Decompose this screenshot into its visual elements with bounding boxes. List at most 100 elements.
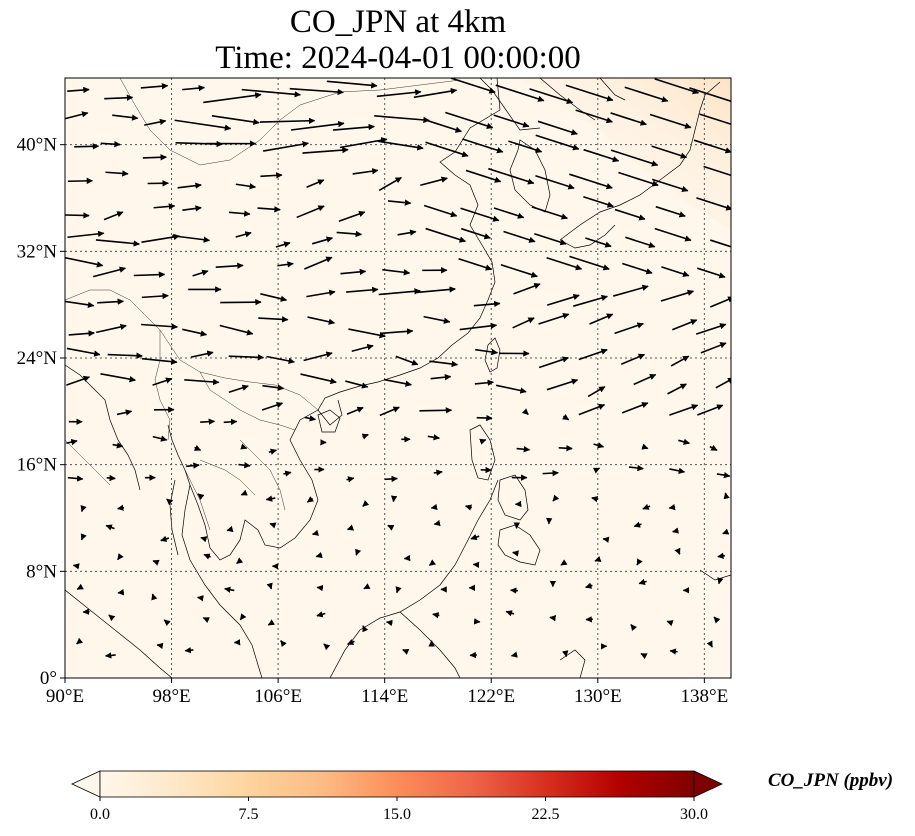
wind-vector bbox=[560, 559, 568, 566]
wind-vector bbox=[338, 210, 366, 223]
wind-vector bbox=[699, 113, 731, 126]
wind-vector bbox=[387, 199, 412, 206]
wind-vector bbox=[633, 373, 657, 386]
colorbar-tick-label: 7.5 bbox=[239, 806, 259, 823]
wind-vector bbox=[660, 289, 695, 302]
wind-vector bbox=[152, 435, 168, 442]
wind-vector bbox=[713, 616, 721, 624]
wind-vector bbox=[362, 625, 369, 633]
wind-vector bbox=[651, 178, 689, 193]
wind-vector bbox=[510, 587, 519, 594]
wind-vector bbox=[315, 551, 323, 559]
wind-vector bbox=[220, 298, 262, 306]
wind-vector bbox=[578, 348, 608, 361]
wind-vector bbox=[655, 205, 686, 218]
wind-vector bbox=[277, 261, 294, 268]
wind-vector bbox=[269, 522, 277, 529]
wind-vector bbox=[377, 140, 424, 151]
wind-vector bbox=[689, 87, 731, 105]
wind-vector bbox=[97, 298, 125, 305]
wind-vector bbox=[589, 313, 614, 325]
wind-vector bbox=[709, 296, 731, 308]
wind-vector bbox=[425, 141, 469, 158]
wind-vector bbox=[304, 415, 317, 422]
wind-vector bbox=[610, 112, 647, 126]
wind-vector bbox=[241, 88, 301, 98]
wind-vector bbox=[226, 525, 234, 533]
wind-vector bbox=[620, 353, 646, 366]
wind-vector bbox=[223, 418, 238, 426]
wind-vector bbox=[346, 476, 355, 483]
wind-vector bbox=[610, 149, 659, 167]
wind-vector bbox=[510, 651, 518, 658]
wind-vector bbox=[240, 443, 248, 450]
wind-vector bbox=[186, 462, 200, 469]
wind-vector bbox=[668, 503, 676, 511]
wind-vector bbox=[202, 617, 210, 624]
wind-vector bbox=[65, 300, 95, 309]
wind-vector bbox=[495, 84, 545, 102]
wind-vector bbox=[709, 444, 718, 451]
wind-vector bbox=[465, 504, 473, 511]
wind-vector bbox=[413, 87, 458, 99]
wind-vector bbox=[355, 548, 362, 556]
wind-vector bbox=[430, 503, 438, 511]
wind-vector bbox=[700, 342, 727, 354]
lat-tick-label: 16°N bbox=[17, 455, 58, 476]
wind-vector bbox=[228, 384, 249, 393]
wind-vector bbox=[633, 521, 642, 528]
wind-vector bbox=[240, 489, 248, 496]
wind-vector bbox=[100, 372, 136, 383]
wind-vector bbox=[537, 120, 578, 136]
wind-vector bbox=[72, 563, 80, 570]
colorbar-tick-label: 22.5 bbox=[532, 806, 560, 823]
lon-tick-label: 98°E bbox=[152, 686, 190, 707]
wind-vector bbox=[416, 286, 456, 294]
wind-vector bbox=[695, 323, 727, 335]
axis-tick-labels: 90°E 98°E 106°E 114°E 122°E 130°E 138°E 0° 8°N 16… bbox=[17, 135, 729, 707]
wind-vector bbox=[462, 138, 504, 154]
wind-vector bbox=[425, 227, 467, 243]
co-field-background bbox=[65, 78, 731, 678]
wind-vector bbox=[228, 354, 265, 361]
wind-vector bbox=[108, 614, 116, 622]
wind-vector bbox=[693, 139, 731, 154]
map-title: CO_JPN at 4km bbox=[289, 4, 507, 40]
wind-vector bbox=[661, 266, 690, 278]
wind-vector bbox=[430, 373, 452, 381]
wind-vector bbox=[558, 445, 573, 452]
wind-vector bbox=[182, 84, 206, 92]
wind-vector bbox=[348, 328, 386, 339]
lat-tick-label: 40°N bbox=[17, 135, 58, 156]
wind-vector bbox=[177, 182, 202, 189]
wind-vector bbox=[621, 402, 649, 414]
wind-vector bbox=[345, 380, 369, 389]
wind-vector bbox=[311, 236, 333, 245]
wind-vector bbox=[190, 350, 214, 358]
wind-vector bbox=[475, 348, 499, 356]
wind-vector bbox=[312, 529, 320, 536]
wind-vector bbox=[496, 384, 527, 394]
wind-vector bbox=[140, 83, 169, 90]
wind-vector bbox=[565, 84, 614, 102]
wind-vector bbox=[593, 442, 605, 449]
wind-vector bbox=[106, 474, 116, 482]
wind-vector bbox=[163, 619, 171, 627]
wind-vector bbox=[628, 464, 644, 472]
wind-vector bbox=[267, 619, 275, 626]
wind-vector bbox=[351, 343, 374, 352]
wind-vector bbox=[265, 495, 276, 502]
wind-vector bbox=[182, 328, 208, 337]
colorbar-label: CO_JPN (ppbv) bbox=[768, 770, 894, 791]
wind-vector bbox=[152, 559, 160, 566]
wind-vector bbox=[385, 619, 393, 627]
wind-vector bbox=[529, 88, 574, 104]
wind-vector bbox=[578, 403, 606, 416]
map-time-subtitle: Time: 2024-04-01 00:00:00 bbox=[215, 40, 581, 76]
wind-vector bbox=[306, 289, 336, 298]
wind-vector bbox=[262, 384, 285, 391]
lon-tick-label: 138°E bbox=[681, 686, 729, 707]
wind-vector bbox=[618, 171, 659, 187]
lon-tick-label: 106°E bbox=[254, 686, 302, 707]
wind-vector bbox=[493, 207, 525, 219]
